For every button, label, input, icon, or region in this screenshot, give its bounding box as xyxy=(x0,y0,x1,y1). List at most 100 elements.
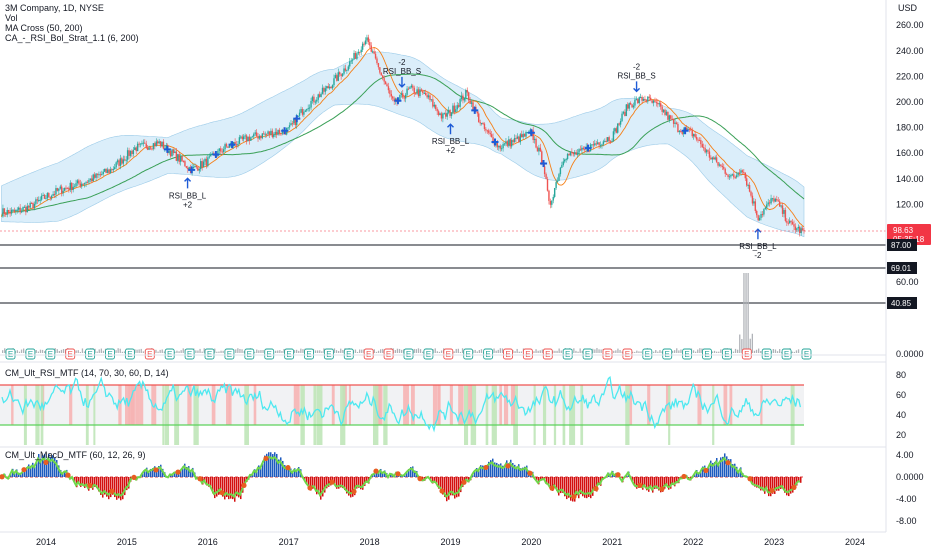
volume-bar xyxy=(182,348,184,353)
earnings-badge xyxy=(244,348,255,360)
candle-body xyxy=(675,122,678,125)
candle-body xyxy=(82,183,84,185)
rsi-highlight-span xyxy=(513,385,518,445)
ma-cross-marker xyxy=(188,166,196,174)
macd-cross-dot xyxy=(241,482,247,489)
volume-bar xyxy=(493,348,495,353)
macd-histogram-bar xyxy=(218,477,220,495)
x-tick-2024: 2024 xyxy=(845,537,865,547)
volume-bar xyxy=(75,350,77,353)
rsi-highlight-span xyxy=(135,385,140,425)
candle-body xyxy=(400,93,403,95)
earnings-badge xyxy=(343,348,354,360)
candle-body xyxy=(294,118,296,126)
legend-vol[interactable]: Vol xyxy=(5,13,18,23)
volume-bar xyxy=(157,351,159,353)
macd-histogram-bar xyxy=(522,467,524,477)
candle-body xyxy=(10,209,13,214)
candle-body xyxy=(327,86,329,89)
legend-title[interactable]: 3M Company, 1D, NYSE xyxy=(5,3,104,13)
macd-histogram-bar xyxy=(486,465,488,477)
bollinger-fill xyxy=(1,51,805,238)
volume-bar xyxy=(342,349,344,353)
macd-pane-label[interactable]: CM_Ult_MacD_MTF (60, 12, 26, 9) xyxy=(5,450,146,460)
candle-body xyxy=(436,108,438,112)
candle-body xyxy=(485,129,487,131)
rsi-pane-label[interactable]: CM_Ult_RSI_MTF (14, 70, 30, 60, D, 14) xyxy=(5,368,169,378)
macd-histogram-bar xyxy=(24,467,26,477)
macd-histogram-bar xyxy=(98,477,100,492)
volume-bar xyxy=(440,350,443,353)
volume-bar xyxy=(77,350,79,353)
candle-body xyxy=(108,169,110,173)
macd-histogram-bar xyxy=(282,460,284,477)
volume-bar xyxy=(39,349,42,353)
candle-body xyxy=(159,141,162,147)
macd-histogram-bar xyxy=(344,477,346,490)
candle-body xyxy=(313,96,315,103)
volume-bar xyxy=(4,348,6,353)
candle-body xyxy=(73,186,76,188)
macd-histogram-bar xyxy=(504,464,506,477)
candle-body xyxy=(651,100,653,103)
macd-histogram-bar xyxy=(594,477,596,491)
horizontal-level-tag xyxy=(887,239,917,251)
macd-histogram-bar xyxy=(214,477,216,499)
volume-bar xyxy=(573,348,575,353)
candle-body xyxy=(152,143,155,149)
candle-body xyxy=(357,51,360,54)
volume-bar xyxy=(163,351,165,353)
candle-body xyxy=(465,90,467,99)
candle-body xyxy=(291,123,294,125)
volume-bar xyxy=(772,348,774,353)
rsi-highlight-span xyxy=(533,385,536,445)
candle-body xyxy=(287,127,289,129)
macd-histogram-bar xyxy=(48,454,50,477)
macd-cross-dot xyxy=(571,494,577,500)
macd-histogram-bar xyxy=(794,477,796,490)
rsi-highlight-span xyxy=(316,385,323,445)
macd-histogram-bar xyxy=(82,477,84,486)
candle-body xyxy=(48,193,50,197)
candle-body xyxy=(576,152,579,155)
candle-body xyxy=(652,100,655,103)
macd-histogram-bar xyxy=(306,477,308,485)
volume-bar xyxy=(520,351,522,353)
volume-bar xyxy=(298,350,300,353)
macd-histogram-bar xyxy=(592,477,594,496)
candle-body xyxy=(207,157,209,166)
candle-body xyxy=(222,149,225,152)
volume-bar xyxy=(720,349,722,353)
macd-histogram-bar xyxy=(560,477,562,494)
volume-bar xyxy=(300,348,302,353)
candle-body xyxy=(122,159,125,164)
candle-body xyxy=(304,110,307,112)
macd-histogram-bar xyxy=(636,477,638,489)
volume-bar xyxy=(554,350,556,353)
ma-long-line xyxy=(1,73,805,217)
macd-histogram-bar xyxy=(648,477,650,492)
candle-body xyxy=(480,122,483,124)
candle-body xyxy=(18,207,20,210)
candle-body xyxy=(413,87,415,94)
volume-bar xyxy=(37,351,39,353)
candle-body xyxy=(760,214,762,218)
macd-histogram-bar xyxy=(676,477,678,484)
macd-histogram-bar xyxy=(30,465,32,477)
macd-histogram-bar xyxy=(634,477,636,487)
candle-body xyxy=(371,51,374,53)
volume-bar xyxy=(293,350,296,353)
candle-body xyxy=(91,178,93,182)
volume-bar xyxy=(96,351,98,353)
volume-bar xyxy=(58,350,60,353)
candle-body xyxy=(65,187,67,189)
volume-bar xyxy=(632,351,634,353)
volume-bar xyxy=(317,350,319,353)
legend-strategy[interactable]: CA_-_RSI_Bol_Strat_1.1 (6, 200) xyxy=(5,33,139,43)
macd-cross-dot xyxy=(87,482,93,489)
candle-body xyxy=(280,133,282,135)
candle-body xyxy=(475,106,477,112)
legend-ma-cross[interactable]: MA Cross (50, 200) xyxy=(5,23,83,33)
